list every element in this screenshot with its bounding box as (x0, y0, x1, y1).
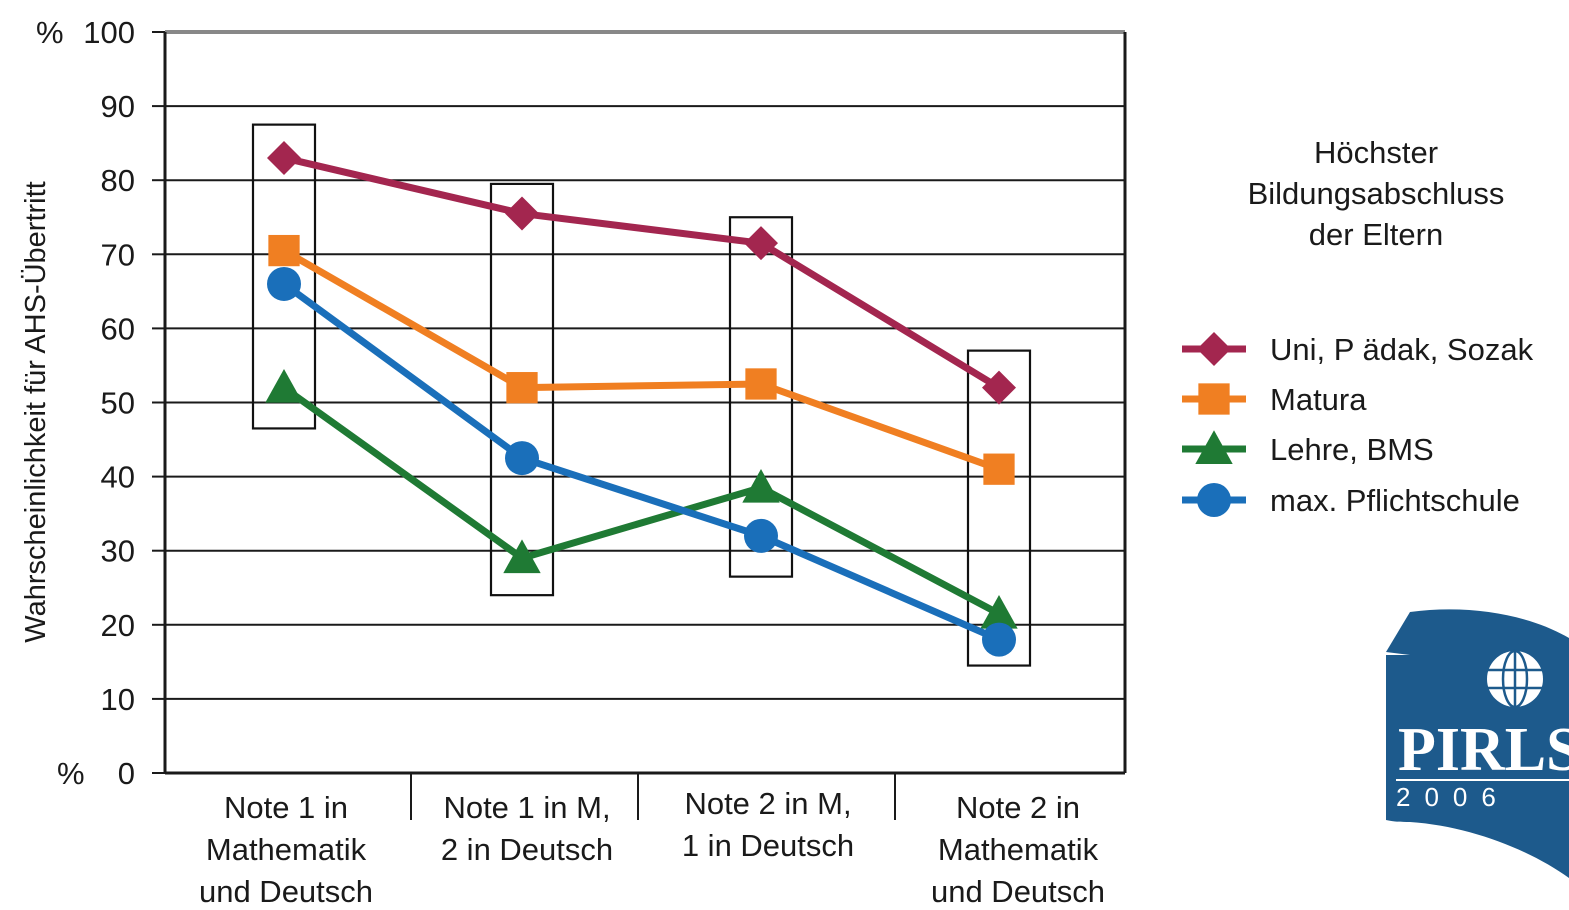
x-category-label: Mathematik (938, 832, 1099, 867)
x-category-label: 2 in Deutsch (441, 832, 613, 867)
series-triangle (265, 368, 1018, 629)
data-point (742, 469, 780, 503)
data-point (982, 370, 1016, 405)
series-group (265, 140, 1018, 657)
x-category-label: und Deutsch (199, 874, 373, 909)
gridlines (152, 31, 1125, 774)
series-line (283, 154, 1001, 391)
legend-item: Matura (1182, 382, 1367, 417)
data-point (744, 226, 778, 261)
data-point (267, 266, 301, 301)
series-line (281, 281, 1001, 643)
y-unit-bottom: % (57, 756, 85, 791)
logo-fold (1386, 612, 1410, 655)
legend-swatch-marker (1198, 383, 1230, 415)
logo-pirls-text: PIRLS (1398, 716, 1569, 784)
y-tick-label: 40 (101, 460, 135, 495)
series-line (281, 384, 1001, 617)
data-point (267, 140, 301, 175)
highlight-box (251, 123, 317, 430)
y-tick-label: 50 (101, 386, 135, 421)
data-point (265, 368, 303, 403)
x-category-label: Mathematik (206, 832, 367, 867)
data-point (980, 594, 1018, 629)
y-tick-label: 30 (101, 534, 135, 569)
legend: Höchster Bildungsabschluss der Eltern Uni, … (1182, 135, 1534, 518)
data-point (506, 372, 538, 404)
data-point (268, 234, 300, 267)
y-axis-label: Wahrscheinlichkeit für AHS-Übertritt (20, 181, 52, 642)
legend-title-line: Höchster (1314, 135, 1438, 170)
legend-label: Lehre, BMS (1270, 432, 1434, 467)
legend-label: Uni, P ädak, Sozak (1270, 332, 1534, 367)
y-tick-labels: 0 10 20 30 40 50 60 70 80 90 100 (83, 15, 135, 791)
x-category-label: 1 in Deutsch (682, 828, 854, 863)
legend-title-line: Bildungsabschluss (1248, 176, 1505, 211)
x-category-label: Note 1 in M, (443, 790, 610, 825)
legend-swatch-marker (1195, 430, 1233, 464)
data-point (503, 539, 541, 574)
x-category-label: und Deutsch (931, 874, 1105, 909)
y-unit-top: % (36, 15, 64, 50)
legend-item: Lehre, BMS (1182, 430, 1434, 467)
legend-title-line: der Eltern (1309, 217, 1443, 252)
data-point (744, 518, 778, 553)
series-diamond (267, 140, 1016, 405)
x-category-label: Note 1 in (224, 790, 348, 825)
series-square (268, 234, 1015, 485)
legend-swatch-marker (1197, 332, 1231, 366)
highlight-boxes (251, 123, 1032, 667)
legend-label: Matura (1270, 382, 1367, 417)
x-category-labels: Note 1 in Mathematik und Deutsch Note 1 in … (199, 786, 1105, 909)
x-category-label: Note 2 in M, (684, 786, 851, 821)
legend-label: max. Pflichtschule (1270, 483, 1520, 518)
data-point (745, 368, 777, 400)
legend-swatch-marker (1197, 483, 1231, 517)
data-point (983, 453, 1015, 485)
legend-item: Uni, P ädak, Sozak (1182, 332, 1534, 367)
y-tick-label: 20 (101, 608, 135, 643)
y-tick-label: 60 (101, 311, 135, 346)
data-point (982, 622, 1016, 657)
series-line (282, 247, 1001, 473)
y-tick-label: 70 (101, 237, 135, 272)
plot-frame (163, 30, 1127, 820)
data-point (505, 196, 539, 231)
x-category-label: Note 2 in (956, 790, 1080, 825)
highlight-box (966, 349, 1032, 667)
series-circle (267, 266, 1016, 657)
logo-year-text: 2006 (1396, 782, 1510, 812)
y-tick-label: 100 (83, 15, 135, 50)
data-point (505, 441, 539, 476)
y-tick-label: 0 (118, 756, 135, 791)
y-tick-label: 90 (101, 89, 135, 124)
iea-emblem-icon (1487, 649, 1543, 709)
y-tick-label: 80 (101, 163, 135, 198)
legend-item: max. Pflichtschule (1182, 483, 1520, 518)
y-tick-label: 10 (101, 682, 135, 717)
